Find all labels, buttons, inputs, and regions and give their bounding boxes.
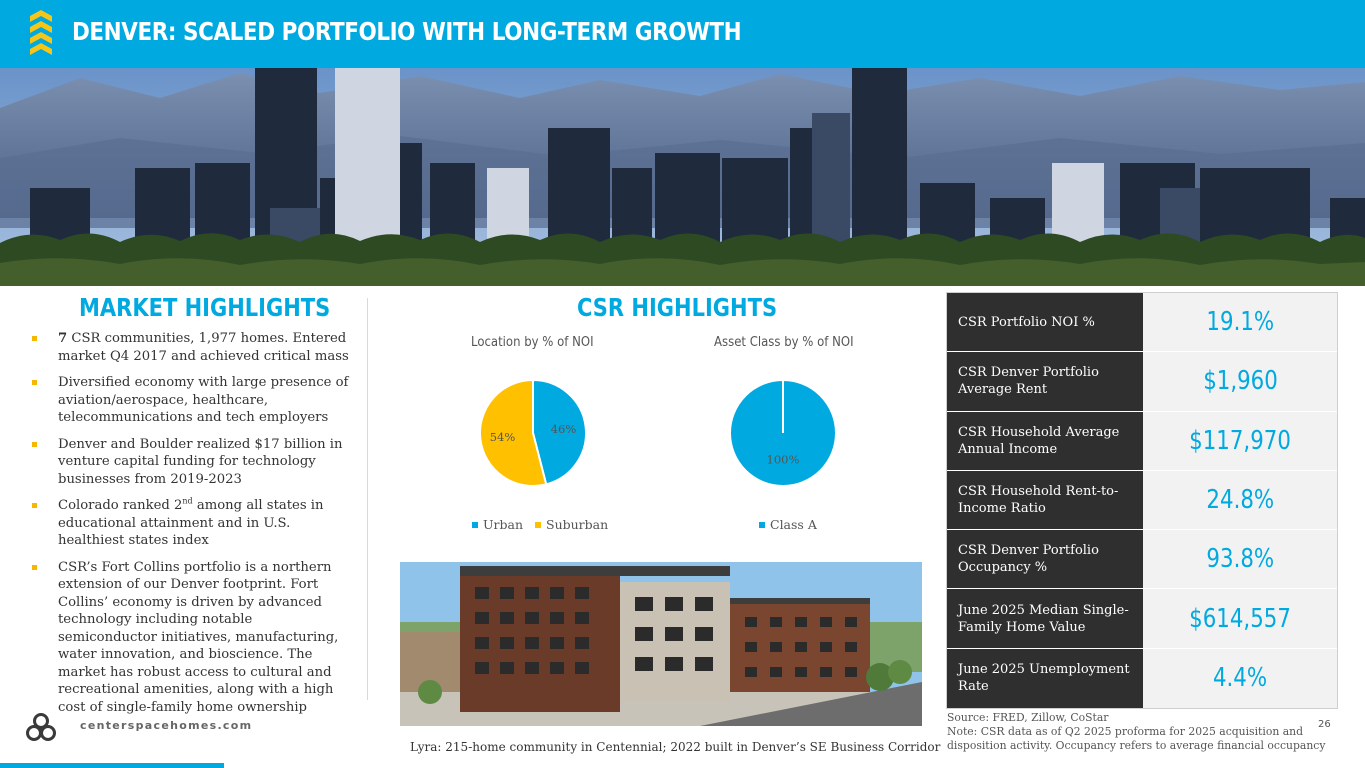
website-url[interactable]: centerspacehomes.com <box>80 719 253 732</box>
stat-label: CSR Denver Portfolio Average Rent <box>947 352 1143 411</box>
location-chart-title: Location by % of NOI <box>471 335 594 350</box>
legend-label: Suburban <box>546 517 609 532</box>
stat-value-cell: $614,557 <box>1143 589 1337 648</box>
lyra-community-photo <box>400 562 922 726</box>
bullet-text: CSR’s Fort Collins portfolio is a northe… <box>58 559 339 715</box>
pie-data-label: 100% <box>767 453 800 467</box>
bullet-text: Denver and Boulder realized $17 billion … <box>58 436 343 487</box>
column-divider <box>367 298 368 700</box>
bullet-square-icon <box>32 503 37 508</box>
table-row: June 2025 Unemployment Rate 4.4% <box>947 648 1337 709</box>
source-note: Source: FRED, Zillow, CoStar Note: CSR d… <box>947 711 1327 753</box>
bullet-square-icon <box>32 380 37 385</box>
bullet-square-icon <box>32 441 37 447</box>
legend-label: Class A <box>770 517 817 532</box>
pie-slice-urban <box>532 378 587 486</box>
bullet-square-icon <box>32 336 37 341</box>
stat-value: $1,960 <box>1202 366 1278 397</box>
stat-label: CSR Portfolio NOI % <box>947 293 1143 352</box>
stat-value-cell: $1,960 <box>1143 352 1337 411</box>
bullet-text: Diversified economy with large presence … <box>58 375 349 425</box>
legend-swatch <box>472 522 478 528</box>
stat-value: 24.8% <box>1206 485 1274 516</box>
table-row: CSR Household Average Annual Income $117… <box>947 411 1337 471</box>
bullet-superscript: nd <box>182 496 193 506</box>
header-bar: DENVER: SCALED PORTFOLIO WITH LONG-TERM … <box>0 0 1365 68</box>
list-item: CSR’s Fort Collins portfolio is a northe… <box>32 559 352 717</box>
stat-value-cell: 4.4% <box>1143 648 1337 709</box>
legend-item-suburban: Suburban <box>535 517 608 532</box>
list-item: Diversified economy with large presence … <box>32 374 352 427</box>
legend-label: Urban <box>483 517 524 532</box>
table-row: CSR Portfolio NOI % 19.1% <box>947 293 1337 353</box>
note-line: Note: CSR data as of Q2 2025 proforma fo… <box>947 725 1326 752</box>
table-row: June 2025 Median Single-Family Home Valu… <box>947 589 1337 649</box>
stat-label: CSR Denver Portfolio Occupancy % <box>947 530 1143 589</box>
legend-swatch <box>535 522 542 528</box>
table-row: CSR Household Rent-to-Income Ratio 24.8% <box>947 470 1337 531</box>
page-title: DENVER: SCALED PORTFOLIO WITH LONG-TERM … <box>72 17 742 46</box>
legend-item-class-a: Class A <box>759 517 817 532</box>
list-item: 7 CSR communities, 1,977 homes. Entered … <box>32 330 352 365</box>
chevron-stack-logo-icon <box>30 10 52 55</box>
asset-class-pie-chart: 100% <box>729 379 837 487</box>
centerspace-logo-icon <box>26 713 56 741</box>
legend-item-urban: Urban <box>472 517 523 532</box>
stat-value-cell: 24.8% <box>1143 470 1337 530</box>
stat-value-cell: 93.8% <box>1143 530 1337 589</box>
stat-value: 93.8% <box>1206 544 1274 575</box>
list-item: Denver and Boulder realized $17 billion … <box>32 436 352 489</box>
bullet-square-icon <box>32 564 37 570</box>
stat-value-cell: $117,970 <box>1143 411 1337 470</box>
stat-label: CSR Household Average Annual Income <box>947 411 1143 470</box>
stat-value: $614,557 <box>1189 603 1291 634</box>
stat-label: June 2025 Median Single-Family Home Valu… <box>947 589 1143 648</box>
source-line: Source: FRED, Zillow, CoStar <box>947 711 1109 724</box>
asset-class-chart-legend: Class A <box>759 517 829 532</box>
stat-value-cell: 19.1% <box>1143 293 1337 352</box>
list-item: Colorado ranked 2nd among all states in … <box>32 497 352 550</box>
bullet-text: among all states in educational attainme… <box>58 498 324 548</box>
market-highlights-list: 7 CSR communities, 1,977 homes. Entered … <box>32 330 352 725</box>
bullet-text: CSR communities, 1,977 homes. Entered ma… <box>58 331 349 364</box>
pie-data-label: 46% <box>551 422 577 436</box>
location-pie-chart: 46% 54% <box>479 378 587 487</box>
market-highlights-heading: MARKET HIGHLIGHTS <box>79 293 331 322</box>
photo-caption: Lyra: 215-home community in Centennial; … <box>410 740 941 754</box>
stats-table: CSR Portfolio NOI % 19.1% CSR Denver Por… <box>946 292 1338 710</box>
table-row: CSR Denver Portfolio Occupancy % 93.8% <box>947 530 1337 590</box>
stat-value: 19.1% <box>1206 307 1274 338</box>
legend-swatch <box>759 522 765 528</box>
bullet-bold-text: 7 <box>58 331 68 346</box>
table-row: CSR Denver Portfolio Average Rent $1,960 <box>947 352 1337 412</box>
stat-value: 4.4% <box>1212 663 1268 694</box>
footer-accent-bar <box>0 763 224 768</box>
stat-label: CSR Household Rent-to-Income Ratio <box>947 470 1143 530</box>
bullet-text: Colorado ranked 2 <box>58 498 183 513</box>
asset-class-chart-title: Asset Class by % of NOI <box>714 335 854 350</box>
denver-skyline-photo <box>0 68 1365 286</box>
page-number: 26 <box>1318 719 1331 730</box>
csr-highlights-heading: CSR HIGHLIGHTS <box>577 293 778 322</box>
stat-label: June 2025 Unemployment Rate <box>947 648 1143 709</box>
pie-data-label: 54% <box>490 430 516 444</box>
pie-slice-suburban <box>479 378 548 487</box>
location-chart-legend: Urban Suburban <box>472 517 620 532</box>
stat-value: $117,970 <box>1189 425 1291 456</box>
